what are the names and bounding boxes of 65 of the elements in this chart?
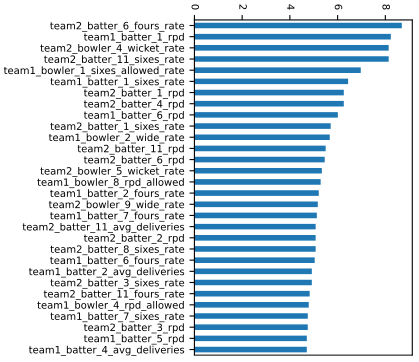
y-tick-label: team2_batter_11_avg_deliveries xyxy=(22,222,184,233)
y-tick-label: team1_batter_2_fours_rate xyxy=(50,189,184,200)
bar xyxy=(194,90,344,96)
bar xyxy=(194,224,316,230)
bar xyxy=(194,112,338,118)
bar xyxy=(194,67,361,73)
bar xyxy=(194,190,319,196)
y-tick-label: team2_bowler_9_wide_rate xyxy=(48,200,184,210)
bar xyxy=(194,45,389,51)
y-tick-label: team1_batter_7_sixes_rate xyxy=(50,312,184,322)
bar xyxy=(194,34,391,40)
bar xyxy=(194,123,331,129)
y-tick-label: team1_batter_6_fours_rate xyxy=(50,256,184,266)
bar xyxy=(194,134,330,140)
bar xyxy=(194,235,316,241)
y-tick-label: team1_bowler_8_rpd_allowed xyxy=(37,178,184,188)
y-tick-label: team1_batter_5_rpd xyxy=(84,334,184,345)
y-tick-label: team2_batter_11_fours_rate xyxy=(44,290,184,300)
bar xyxy=(194,56,389,62)
y-tick-label: team2_batter_6_fours_rate xyxy=(50,22,184,32)
bar xyxy=(194,168,322,174)
y-tick-label: team2_batter_3_sixes_rate xyxy=(50,278,184,289)
y-tick-label: team2_batter_2_rpd xyxy=(84,234,184,244)
bar xyxy=(194,100,344,107)
bar xyxy=(194,313,308,319)
y-tick-label: team2_batter_11_sixes_rate xyxy=(44,55,184,66)
x-tick-label: 6 xyxy=(334,4,342,10)
x-tick-label: 4 xyxy=(287,4,294,10)
y-tick-label: team2_batter_1_rpd xyxy=(84,88,184,99)
y-tick-label: team2_batter_8_sixes_rate xyxy=(50,245,184,256)
y-tick-label: team2_bowler_4_wicket_rate xyxy=(40,44,184,54)
y-tick-label: team1_bowler_2_wide_rate xyxy=(48,133,184,144)
bar xyxy=(194,246,316,252)
y-tick-label: team1_batter_7_fours_rate xyxy=(50,212,184,222)
y-tick-label: team2_batter_6_rpd xyxy=(84,156,184,166)
bar xyxy=(194,179,321,185)
bar xyxy=(194,336,307,342)
x-tick-label: 8 xyxy=(382,4,390,10)
bar xyxy=(194,346,307,352)
y-tick-label: team1_batter_1_sixes_rate xyxy=(50,78,184,88)
x-tick-label: 0 xyxy=(192,4,200,10)
bar xyxy=(194,212,317,218)
bar xyxy=(194,156,325,162)
y-tick-label: team1_batter_2_avg_deliveries xyxy=(28,268,184,278)
y-tick-label: team2_batter_11_rpd xyxy=(78,144,184,155)
y-tick-label: team1_batter_6_rpd xyxy=(84,111,184,122)
bar xyxy=(194,324,308,330)
bar xyxy=(194,22,402,28)
y-tick-label: team1_bowler_1_sixes_allowed_rate xyxy=(4,66,184,76)
bar xyxy=(194,257,315,263)
y-tick-label: team2_batter_3_rpd xyxy=(84,323,184,334)
bar xyxy=(194,280,312,286)
x-tick-label: 2 xyxy=(239,4,247,10)
bar xyxy=(194,302,309,308)
bar xyxy=(194,78,348,84)
bar xyxy=(194,146,326,152)
y-tick-label: team1_batter_1_rpd xyxy=(84,32,184,43)
y-tick-label: team1_batter_4_avg_deliveries xyxy=(28,346,184,356)
bar xyxy=(194,268,312,274)
y-tick-label: team2_bowler_5_wicket_rate xyxy=(40,166,184,177)
y-tick-label: team1_bowler_4_rpd_allowed xyxy=(37,301,184,311)
bar xyxy=(194,290,310,296)
y-tick-label: team2_batter_4_rpd xyxy=(84,100,184,110)
bar xyxy=(194,201,318,208)
y-tick-label: team2_batter_1_sixes_rate xyxy=(50,122,184,132)
